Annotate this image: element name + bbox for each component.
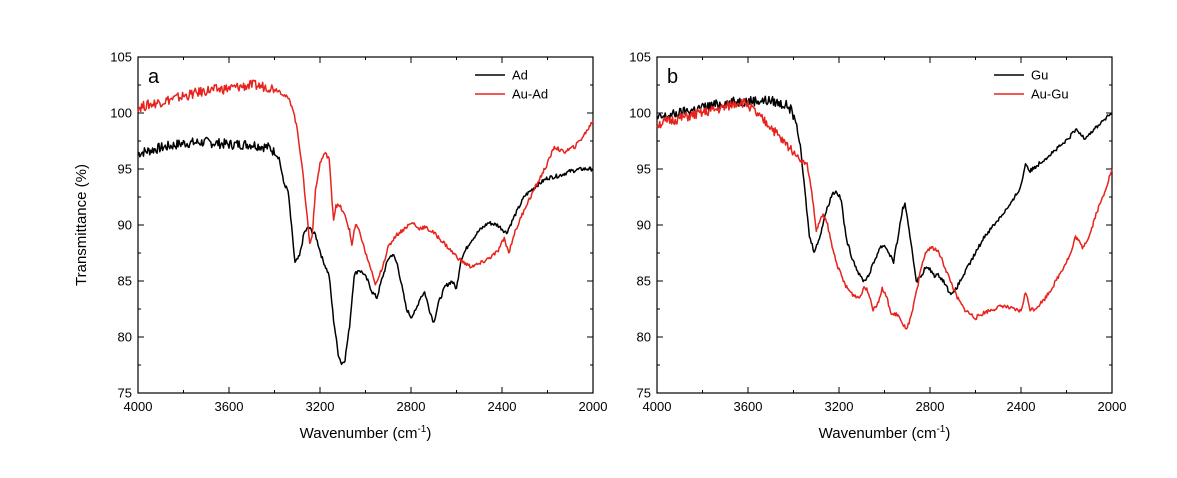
legend-label: Gu bbox=[1031, 68, 1048, 83]
series-line-au-ad bbox=[137, 79, 594, 286]
y-tick-label: 85 bbox=[637, 274, 651, 289]
y-tick-label: 95 bbox=[118, 162, 132, 177]
x-tick-label: 3200 bbox=[306, 399, 335, 414]
panel-label: a bbox=[148, 66, 160, 88]
x-tick-label: 4000 bbox=[124, 399, 153, 414]
legend-label: Au-Ad bbox=[512, 87, 548, 102]
panel-a: 4000 3600 3200 2800 2400 2000 75 80 85 90 95 100 105… bbox=[73, 50, 607, 443]
x-axis-title-sup: -1 bbox=[417, 424, 426, 435]
x-axis-title-close: ) bbox=[426, 425, 431, 442]
series-line-ad bbox=[137, 136, 594, 366]
x-tick-label: 2000 bbox=[579, 399, 608, 414]
series-line-gu bbox=[656, 95, 1113, 296]
x-axis-title: Wavenumber (cm-1) bbox=[819, 424, 951, 442]
x-axis-title: Wavenumber (cm-1) bbox=[300, 424, 432, 442]
legend-label: Ad bbox=[512, 68, 528, 83]
x-tick-label: 2800 bbox=[916, 399, 945, 414]
y-tick-label: 80 bbox=[118, 330, 132, 345]
x-axis-title-main: Wavenumber (cm bbox=[819, 425, 937, 442]
x-tick-label: 4000 bbox=[643, 399, 672, 414]
x-tick-label: 2400 bbox=[488, 399, 517, 414]
panel-b: 4000 3600 3200 2800 2400 2000 75 80 85 90 95 100 105… bbox=[629, 50, 1126, 443]
y-tick-label: 105 bbox=[629, 50, 651, 65]
y-tick-label: 85 bbox=[118, 274, 132, 289]
y-axis-title: Transmittance (%) bbox=[73, 164, 90, 286]
x-tick-label: 2800 bbox=[397, 399, 426, 414]
x-tick-label: 2000 bbox=[1098, 399, 1127, 414]
x-axis-title-main: Wavenumber (cm bbox=[300, 425, 418, 442]
y-tick-label: 90 bbox=[118, 218, 132, 233]
x-tick-label: 3200 bbox=[825, 399, 854, 414]
panel-label: b bbox=[667, 66, 678, 88]
plot-frame bbox=[137, 56, 594, 394]
y-tick-label: 105 bbox=[110, 50, 132, 65]
y-tick-label: 80 bbox=[637, 330, 651, 345]
y-tick-label: 90 bbox=[637, 218, 651, 233]
y-tick-label: 75 bbox=[637, 386, 651, 401]
y-tick-label: 100 bbox=[629, 106, 651, 121]
x-axis-title-sup: -1 bbox=[936, 424, 945, 435]
legend-label: Au-Gu bbox=[1031, 87, 1069, 102]
x-tick-label: 3600 bbox=[734, 399, 763, 414]
x-tick-label: 3600 bbox=[215, 399, 244, 414]
x-axis-title-close: ) bbox=[945, 425, 950, 442]
y-tick-label: 100 bbox=[110, 106, 132, 121]
x-tick-label: 2400 bbox=[1007, 399, 1036, 414]
y-tick-label: 95 bbox=[637, 162, 651, 177]
series-line-au-gu bbox=[656, 97, 1113, 330]
y-tick-label: 75 bbox=[118, 386, 132, 401]
